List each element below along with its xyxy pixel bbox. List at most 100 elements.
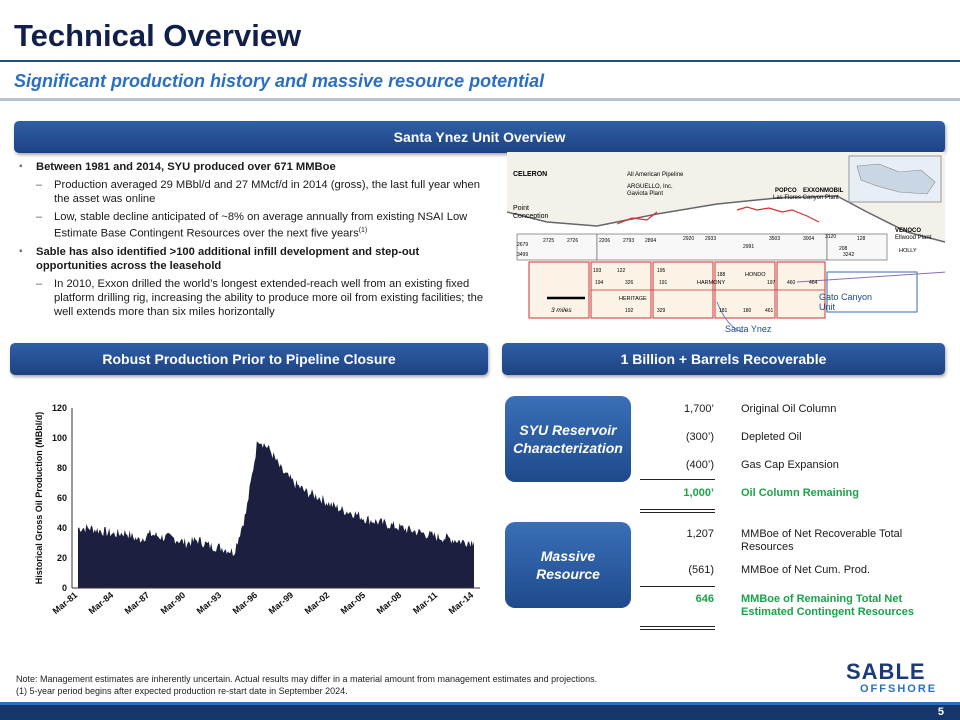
- map-scale-label: 3 miles: [551, 307, 572, 314]
- map-tract-label: 326: [625, 280, 634, 286]
- map-label-venoco: VENOCO: [895, 228, 921, 234]
- total-line: [640, 509, 715, 510]
- y-tick-label: 120: [52, 403, 67, 413]
- x-tick-label: Mar-02: [303, 590, 332, 616]
- map-tract-label: 2679: [517, 242, 528, 248]
- map-tract-label: 191: [659, 280, 668, 286]
- bullet-infill: Sable has also identified >100 additiona…: [18, 245, 488, 273]
- map-tract-label: 2933: [705, 236, 716, 242]
- table-value: 1,207: [686, 528, 714, 540]
- map-tract-label: 193: [593, 268, 602, 274]
- map-tract-label: 188: [717, 272, 726, 278]
- map-tract-label: 2793: [623, 238, 634, 244]
- map-tract-label: 2894: [645, 238, 656, 244]
- map-tract-label: 3004: [803, 236, 814, 242]
- map-tract-label: 3120: [825, 234, 836, 240]
- table-value: (561): [688, 564, 714, 576]
- map-tract-label: 2726: [567, 238, 578, 244]
- subbullet-decline: Low, stable decline anticipated of ~8% o…: [18, 210, 488, 241]
- table-label: Depleted Oil: [741, 431, 802, 443]
- footer-bar: 5: [0, 702, 960, 720]
- title-divider: [0, 60, 960, 62]
- production-banner: Robust Production Prior to Pipeline Clos…: [10, 343, 488, 375]
- production-area-series: [78, 441, 474, 588]
- pill-reservoir: SYU Reservoir Characterization: [505, 396, 631, 482]
- map-tract-label: 128: [857, 236, 866, 242]
- page-number: 5: [937, 706, 944, 718]
- map-label-conception: Conception: [513, 213, 549, 220]
- x-tick-label: Mar-05: [339, 590, 368, 616]
- page-subtitle: Significant production history and massi…: [14, 71, 545, 91]
- map-tract-label: 194: [595, 280, 604, 286]
- note-line-1: Note: Management estimates are inherentl…: [16, 674, 598, 684]
- x-tick-label: Mar-11: [411, 590, 439, 616]
- map-tract-label: 181: [719, 308, 728, 314]
- subtotal-line-2: [640, 586, 715, 587]
- table-label: Oil Column Remaining: [741, 487, 859, 499]
- table-value: (300’): [685, 431, 714, 443]
- map-tract-label: 2920: [683, 236, 694, 242]
- y-tick-label: 40: [57, 523, 67, 533]
- map-label-santa-ynez: Santa Ynez: [725, 324, 772, 334]
- footnote-ref: (1): [358, 227, 368, 234]
- table-value: 646: [695, 593, 714, 605]
- table-label: MMBoe of Net Cum. Prod.: [741, 564, 870, 576]
- map-tract-label: 460: [787, 280, 796, 286]
- map-label-heritage: HERITAGE: [619, 296, 647, 302]
- table-value: 1,000’: [683, 487, 714, 499]
- map-tract-label: 195: [657, 268, 666, 274]
- map-tract-label: 122: [617, 268, 626, 274]
- map-label-gato-unit: Unit: [819, 302, 836, 312]
- subtotal-line: [640, 479, 715, 480]
- map-label-harmony: HARMONY: [697, 280, 725, 286]
- map-label-gato: Gato Canyon: [819, 292, 872, 302]
- map-tract-label: 329: [657, 308, 666, 314]
- x-tick-label: Mar-14: [447, 590, 476, 616]
- y-tick-label: 60: [57, 493, 67, 503]
- y-tick-label: 80: [57, 463, 67, 473]
- map-tract-label: 197: [767, 280, 776, 286]
- map-label-hondo: HONDO: [745, 272, 766, 278]
- x-tick-label: Mar-81: [51, 590, 80, 616]
- map-label-exxon: EXXONMOBIL: [803, 188, 844, 194]
- subtitle-divider: [0, 98, 960, 101]
- overview-banner: Santa Ynez Unit Overview: [14, 121, 945, 153]
- table-label: MMBoe of Net Recoverable Total Resources: [741, 528, 903, 553]
- table-value: 1,700’: [684, 403, 714, 415]
- logo-offshore: OFFSHORE: [860, 683, 938, 695]
- subbullet-exxon: In 2010, Exxon drilled the world’s longe…: [18, 277, 488, 319]
- logo-sable: SABLE: [846, 659, 926, 684]
- table-label: Original Oil Column: [741, 403, 837, 415]
- x-tick-label: Mar-87: [123, 590, 152, 616]
- x-tick-label: Mar-90: [159, 590, 188, 616]
- map-tract-label: 2991: [743, 244, 754, 250]
- x-tick-label: Mar-96: [231, 590, 260, 616]
- map-label-holly: HOLLY: [899, 248, 917, 254]
- table-value: (400’): [685, 459, 714, 471]
- subbullet-2014: Production averaged 29 MBbl/d and 27 MMc…: [18, 178, 488, 206]
- map-tract-label: 180: [743, 308, 752, 314]
- bullet-production: Between 1981 and 2014, SYU produced over…: [18, 160, 488, 174]
- x-tick-label: Mar-08: [375, 590, 404, 616]
- map-label-lasflores: Las Flores Canyon Plant: [773, 195, 839, 201]
- total-line-double: [640, 512, 715, 513]
- table-label: MMBoe of Remaining Total Net Estimated C…: [741, 593, 914, 618]
- map-label-celeron: CELERON: [513, 171, 547, 178]
- y-tick-label: 0: [62, 583, 67, 593]
- y-tick-label: 20: [57, 553, 67, 563]
- map-label-popco: POPCO: [775, 188, 797, 194]
- map-tract-label: 3499: [517, 252, 528, 258]
- x-tick-label: Mar-93: [195, 590, 224, 616]
- production-chart: 0 20 40 60 80 100 120 Mar-81 Mar-84 Mar-87 Mar-90 M…: [34, 403, 480, 616]
- overview-bullets: Between 1981 and 2014, SYU produced over…: [18, 160, 488, 323]
- y-axis-label: Historical Gross Oil Production (MBbl/d): [34, 412, 44, 585]
- footer-accent: [0, 702, 960, 705]
- map-label-arguello-2: Gaviota Plant: [627, 191, 663, 197]
- map-label-celeron-2: All American Pipeline: [627, 172, 684, 178]
- map-tract-label: 3242: [843, 252, 854, 258]
- map-tract-label: 464: [809, 280, 818, 286]
- total-line-2: [640, 626, 715, 627]
- total-line-2-double: [640, 629, 715, 630]
- x-tick-label: Mar-84: [87, 590, 116, 616]
- note-line-2: (1) 5-year period begins after expected …: [16, 686, 348, 696]
